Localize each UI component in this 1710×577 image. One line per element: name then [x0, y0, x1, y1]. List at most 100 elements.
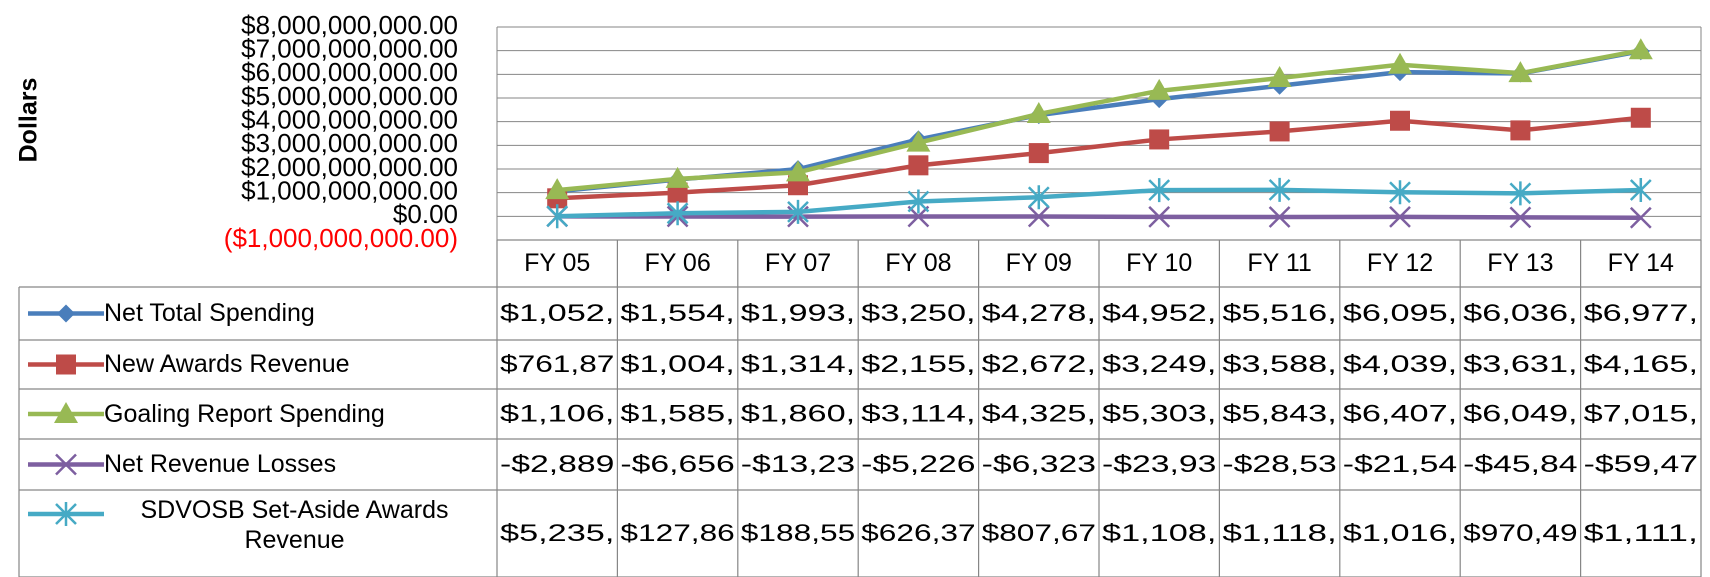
marker [908, 155, 929, 176]
marker [1268, 177, 1291, 202]
data-label: -$28,53 [1222, 451, 1336, 478]
legend-entry: New Awards Revenue [104, 350, 350, 378]
marker [1269, 121, 1290, 142]
y-tick-label: $1,000,000,000.00 [241, 176, 458, 206]
data-label: -$23,93 [1102, 451, 1216, 478]
marker [1389, 180, 1411, 205]
data-label: $127,86 [620, 520, 734, 547]
marker [1147, 78, 1172, 100]
data-label: $6,036, [1463, 300, 1577, 327]
data-label: $970,49 [1463, 520, 1577, 547]
marker [1149, 129, 1170, 150]
data-label: $2,155, [861, 351, 975, 378]
legend-entry: Net Total Spending [104, 299, 315, 327]
data-label: $1,106, [500, 400, 614, 427]
x-tick-label: FY 11 [1247, 249, 1311, 277]
data-label: -$6,323 [982, 451, 1096, 478]
marker [1267, 66, 1292, 88]
marker [1508, 61, 1533, 83]
data-label: -$5,226 [861, 451, 975, 478]
data-label: -$21,54 [1343, 451, 1457, 478]
data-label: $4,165, [1584, 351, 1698, 378]
marker [546, 204, 569, 229]
marker [1026, 101, 1051, 123]
marker [1148, 178, 1171, 203]
y-tick-label: $2,000,000,000.00 [241, 152, 458, 182]
marker [1510, 120, 1531, 141]
data-label: $1,860, [741, 400, 855, 427]
y-tick-label: $6,000,000,000.00 [241, 57, 458, 87]
marker [1268, 206, 1291, 228]
legend-key [55, 502, 77, 526]
y-tick-label: $5,000,000,000.00 [241, 81, 458, 111]
data-label: $1,554, [620, 300, 734, 327]
data-label: $5,303, [1102, 400, 1216, 427]
marker [56, 354, 76, 375]
data-label: $7,015, [1584, 400, 1698, 427]
x-tick-label: FY 09 [1006, 249, 1072, 277]
marker [1509, 181, 1532, 206]
data-label: $1,111, [1584, 520, 1698, 547]
legend-key [57, 304, 75, 323]
x-tick-label: FY 05 [524, 249, 590, 277]
series-name: Net Total Spending [104, 299, 315, 327]
data-label: $5,235, [500, 520, 614, 547]
y-axis-label: Dollars [15, 78, 43, 163]
data-label: $3,588, [1222, 351, 1336, 378]
data-label: $1,004, [620, 351, 734, 378]
marker [1389, 205, 1411, 228]
data-label: -$45,84 [1463, 451, 1577, 478]
marker [907, 189, 930, 214]
x-tick-label: FY 07 [765, 249, 831, 277]
data-label: $1,016, [1343, 520, 1457, 547]
marker [1630, 107, 1651, 128]
legend-entry: Goaling Report Spending [104, 400, 385, 428]
data-label: $1,118, [1222, 520, 1336, 547]
series-name: Net Revenue Losses [104, 450, 337, 478]
y-tick-label: $0.00 [393, 199, 458, 229]
x-tick-label: FY 06 [644, 249, 710, 277]
x-tick-label: FY 13 [1487, 249, 1553, 277]
data-label: $2,672, [982, 351, 1096, 378]
data-label: $5,516, [1222, 300, 1336, 327]
data-label: $807,67 [982, 520, 1096, 547]
series-name: Goaling Report Spending [104, 400, 385, 428]
data-label: $6,095, [1343, 300, 1457, 327]
data-label: $4,039, [1343, 351, 1457, 378]
data-label: $1,052, [500, 300, 614, 327]
data-label: $6,977, [1584, 300, 1698, 327]
series-line [557, 187, 1641, 219]
data-label: $1,585, [620, 400, 734, 427]
y-tick-label: $7,000,000,000.00 [241, 34, 458, 64]
x-tick-label: FY 08 [885, 249, 951, 277]
marker [1027, 205, 1050, 228]
data-label: $3,631, [1463, 351, 1577, 378]
marker [1148, 206, 1171, 228]
data-label: $3,249, [1102, 351, 1216, 378]
data-label: $4,952, [1102, 300, 1216, 327]
data-label: $4,278, [982, 300, 1096, 327]
data-label: $5,843, [1222, 400, 1336, 427]
data-label: $626,37 [861, 520, 975, 547]
x-tick-label: FY 10 [1126, 249, 1192, 277]
data-label: $3,250, [861, 300, 975, 327]
x-tick-label: FY 14 [1608, 249, 1674, 277]
marker [906, 130, 931, 152]
marker [787, 199, 809, 224]
data-label: $1,108, [1102, 520, 1216, 547]
marker [1509, 206, 1532, 229]
series-line [557, 214, 1641, 220]
marker [1628, 38, 1653, 60]
marker [1027, 185, 1050, 210]
legend-key [55, 453, 77, 476]
marker [1629, 206, 1652, 229]
marker [666, 201, 689, 226]
legend-key [54, 402, 78, 423]
legend-entry: SDVOSB Set-Aside Awards Revenue [140, 496, 448, 554]
data-label: $3,114, [861, 400, 975, 427]
legend-key [56, 354, 76, 375]
marker [665, 166, 690, 188]
marker [1028, 143, 1049, 164]
data-label: $6,407, [1343, 400, 1457, 427]
